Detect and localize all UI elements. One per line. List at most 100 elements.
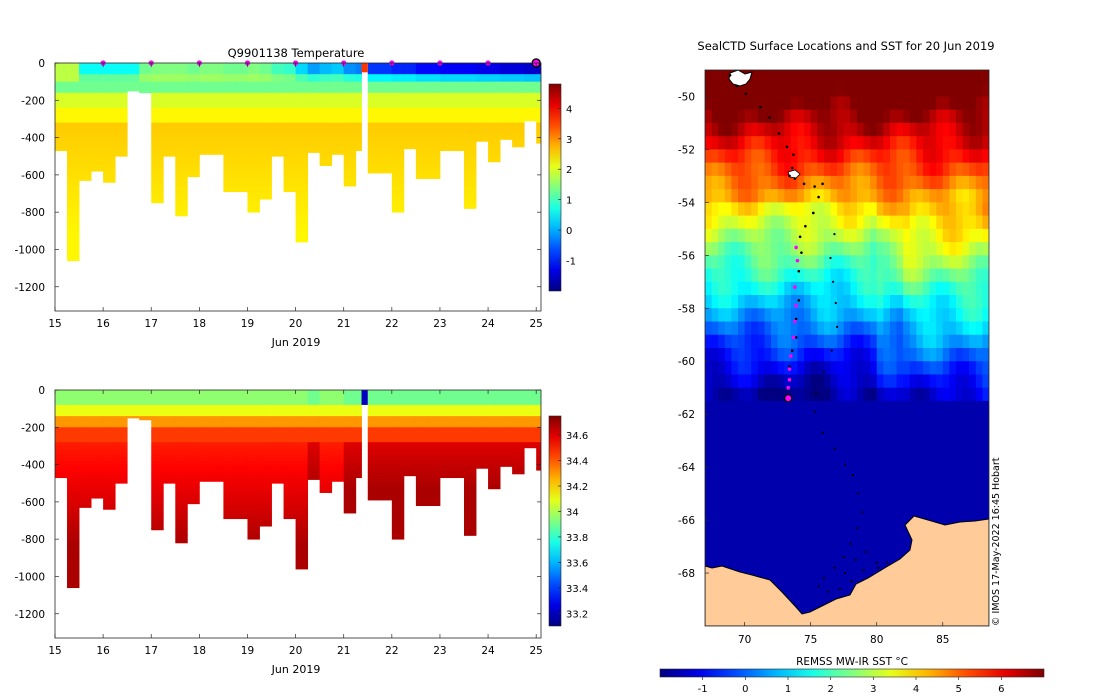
track-point-south — [862, 569, 865, 572]
salinity-cell — [512, 404, 525, 410]
salinity-cell — [427, 427, 441, 432]
salinity-cell — [367, 416, 381, 421]
salinity-cell — [331, 442, 345, 447]
temperature-cell — [524, 118, 537, 122]
temperature-cell — [103, 74, 116, 79]
sst-cell — [731, 361, 739, 376]
salinity-cell — [283, 457, 296, 462]
temperature-cell — [91, 133, 104, 138]
temperature-cell — [79, 167, 92, 172]
temperature-cell — [151, 100, 164, 105]
salinity-cell — [355, 401, 362, 406]
y-tick-label: -400 — [21, 133, 45, 145]
sst-cell — [856, 453, 865, 468]
temperature-cell — [295, 189, 309, 194]
sst-cell — [982, 308, 989, 323]
salinity-cell — [488, 445, 501, 451]
temperature-cell — [343, 122, 357, 127]
sst-cell — [817, 83, 825, 98]
salinity-cell — [451, 431, 465, 436]
sst-cell — [936, 414, 944, 429]
sst-cell — [771, 281, 779, 296]
sst-cell — [830, 242, 838, 256]
temperature-cell — [247, 178, 260, 183]
sst-cell — [751, 281, 759, 296]
salinity-cell — [355, 442, 362, 447]
track-point-south — [813, 410, 816, 413]
salinity-cell — [451, 453, 465, 458]
sst-cell — [804, 599, 812, 614]
temperature-cell — [355, 70, 362, 75]
temperature-cell — [175, 104, 188, 109]
salinity-cell — [175, 531, 188, 536]
sst-cell — [916, 348, 924, 362]
sst-cell — [929, 162, 937, 177]
salinity-cell — [367, 479, 381, 484]
salinity-cell — [55, 468, 68, 473]
y-tick-label: -200 — [21, 422, 45, 434]
sst-cell — [784, 559, 792, 574]
salinity-cell — [379, 427, 393, 432]
sst-cell — [751, 440, 759, 455]
temperature-cell — [91, 81, 104, 86]
temperature-cell — [343, 156, 357, 161]
sst-cell — [955, 228, 964, 243]
sst-cell — [916, 374, 924, 389]
salinity-cell — [415, 423, 429, 428]
sst-cell — [909, 96, 917, 111]
sst-cell — [837, 228, 845, 243]
salinity-cell — [355, 434, 362, 439]
sst-cell — [738, 559, 746, 574]
sst-cell — [903, 400, 911, 415]
sst-cell — [843, 281, 851, 296]
temperature-cell — [55, 126, 68, 131]
salinity-cell — [415, 475, 429, 480]
salinity-cell — [271, 475, 284, 480]
temperature-cell — [427, 156, 441, 161]
sst-cell — [738, 453, 746, 468]
sst-cell — [757, 109, 766, 124]
sst-cell — [936, 175, 944, 190]
sst-cell — [876, 414, 884, 429]
temperature-cell — [379, 163, 393, 168]
sst-cell — [790, 546, 799, 561]
salinity-cell — [223, 390, 236, 395]
sst-cell — [817, 400, 825, 415]
temperature-cell — [115, 81, 128, 86]
sst-cell — [784, 453, 792, 468]
temperature-cell — [295, 227, 309, 232]
temperature-cell — [187, 152, 200, 157]
temperature-cell — [403, 122, 417, 127]
salinity-cell — [488, 472, 501, 477]
sst-cell — [883, 520, 891, 534]
sst-cell — [922, 334, 931, 349]
salinity-cell — [415, 483, 429, 488]
sst-cell — [777, 149, 785, 164]
sst-cell — [896, 70, 904, 84]
temperature-colorbar — [548, 83, 562, 292]
temperature-cell — [464, 145, 477, 150]
track-point — [793, 177, 797, 180]
temperature-cell — [283, 182, 296, 187]
lat-tick-label: -56 — [678, 250, 695, 262]
sst-cell — [942, 387, 950, 402]
sst-cell — [804, 520, 812, 534]
temperature-cell — [439, 145, 453, 150]
sst-cell — [942, 242, 950, 256]
sst-cell — [969, 440, 977, 455]
sst-cell — [718, 480, 726, 495]
sst-cell — [896, 202, 904, 217]
sst-cell — [982, 440, 989, 455]
salinity-cell — [343, 431, 357, 436]
sst-cell — [817, 242, 825, 256]
sst-cell — [744, 453, 752, 468]
sst-cell — [916, 189, 924, 203]
sst-cell — [843, 493, 851, 508]
salinity-cell — [223, 442, 236, 447]
salinity-cell — [307, 412, 321, 417]
temperature-cell — [464, 81, 477, 86]
sst-cell — [790, 175, 799, 190]
temperature-cell — [319, 92, 333, 97]
sst-cell — [843, 361, 851, 376]
sst-cell — [856, 321, 865, 336]
